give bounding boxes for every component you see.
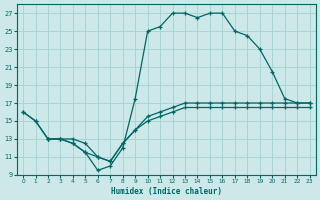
X-axis label: Humidex (Indice chaleur): Humidex (Indice chaleur) xyxy=(111,187,222,196)
